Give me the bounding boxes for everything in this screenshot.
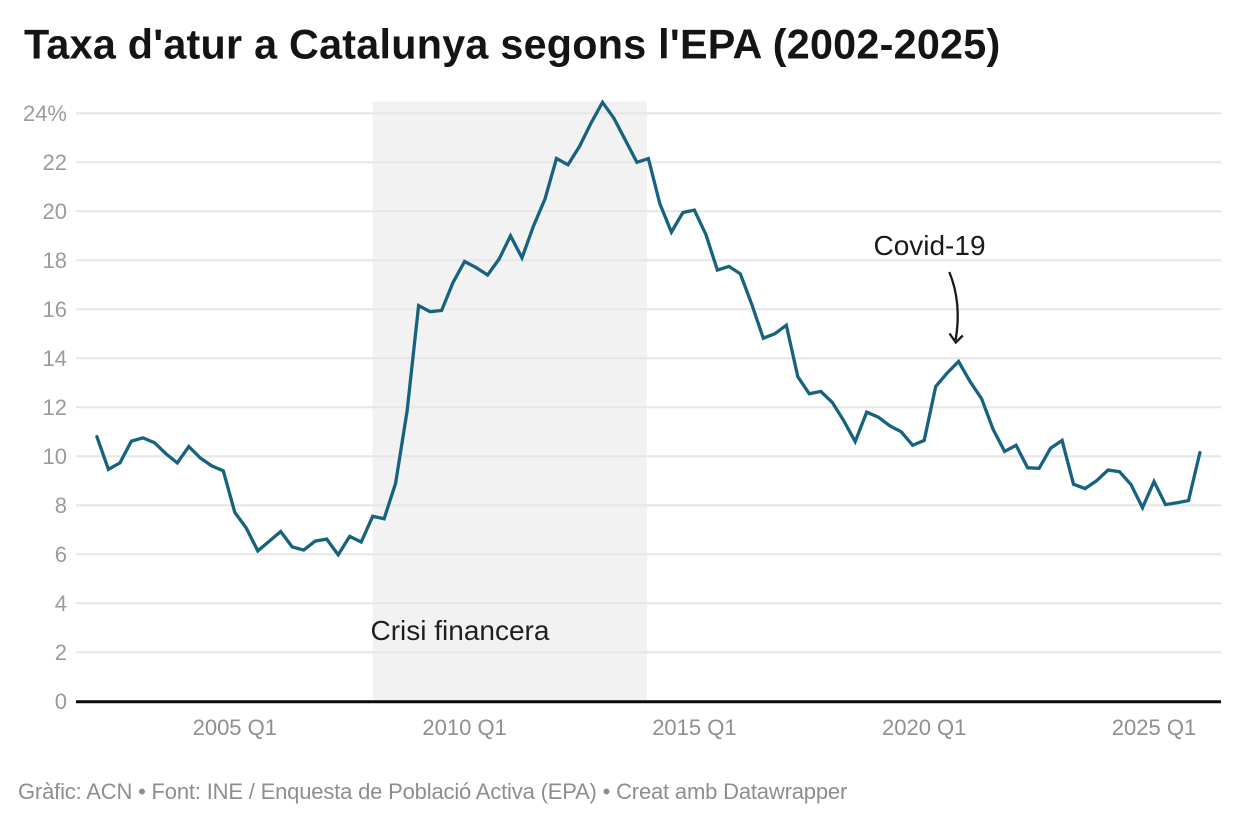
svg-text:10: 10 <box>43 444 67 469</box>
svg-text:22: 22 <box>43 150 67 175</box>
svg-text:16: 16 <box>43 297 67 322</box>
svg-text:18: 18 <box>43 248 67 273</box>
svg-text:Gràfic: ACN • Font: INE / Enqu: Gràfic: ACN • Font: INE / Enquesta de Po… <box>18 779 847 804</box>
svg-text:0: 0 <box>55 689 67 714</box>
svg-text:Crisi financera: Crisi financera <box>371 615 550 646</box>
svg-text:2: 2 <box>55 640 67 665</box>
svg-text:6: 6 <box>55 542 67 567</box>
svg-text:2025 Q1: 2025 Q1 <box>1112 715 1196 740</box>
svg-text:Taxa d'atur a Catalunya segons: Taxa d'atur a Catalunya segons l'EPA (20… <box>24 22 1001 68</box>
svg-text:12: 12 <box>43 395 67 420</box>
svg-text:24%: 24% <box>23 101 67 126</box>
svg-text:14: 14 <box>43 346 67 371</box>
svg-text:2005 Q1: 2005 Q1 <box>193 715 277 740</box>
svg-text:2010 Q1: 2010 Q1 <box>422 715 506 740</box>
svg-text:2020 Q1: 2020 Q1 <box>882 715 966 740</box>
svg-text:2015 Q1: 2015 Q1 <box>652 715 736 740</box>
svg-text:8: 8 <box>55 493 67 518</box>
svg-text:20: 20 <box>43 199 67 224</box>
svg-text:4: 4 <box>55 591 67 616</box>
svg-text:Covid-19: Covid-19 <box>873 230 985 261</box>
